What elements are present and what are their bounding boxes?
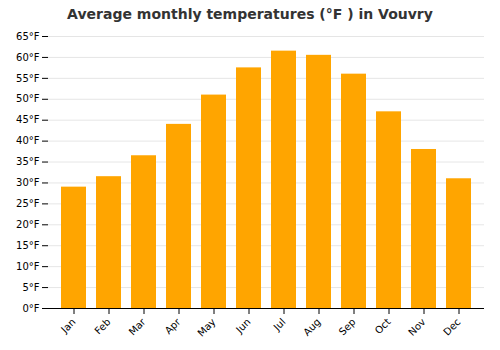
svg-text:Jul: Jul — [271, 316, 288, 333]
svg-text:40°F: 40°F — [16, 135, 40, 146]
svg-text:Sep: Sep — [337, 316, 358, 337]
svg-text:30°F: 30°F — [16, 177, 40, 188]
svg-text:May: May — [195, 316, 217, 338]
svg-text:20°F: 20°F — [16, 219, 40, 230]
svg-text:Oct: Oct — [373, 316, 393, 336]
svg-text:10°F: 10°F — [16, 261, 40, 272]
svg-text:60°F: 60°F — [16, 52, 40, 63]
svg-text:Feb: Feb — [92, 316, 112, 336]
svg-text:Nov: Nov — [406, 316, 428, 338]
svg-text:Mar: Mar — [127, 316, 149, 338]
svg-text:Jun: Jun — [233, 316, 253, 336]
svg-text:0°F: 0°F — [22, 303, 39, 314]
svg-text:45°F: 45°F — [16, 114, 40, 125]
svg-text:Apr: Apr — [163, 316, 184, 337]
svg-text:65°F: 65°F — [16, 31, 40, 42]
svg-text:55°F: 55°F — [16, 73, 40, 84]
svg-text:50°F: 50°F — [16, 93, 40, 104]
svg-text:25°F: 25°F — [16, 198, 40, 209]
svg-text:15°F: 15°F — [16, 240, 40, 251]
svg-text:35°F: 35°F — [16, 156, 40, 167]
svg-text:Dec: Dec — [441, 316, 462, 337]
html-text:Average monthly temperatures (: Average monthly temperatures (°F ) in Vo… — [67, 6, 433, 22]
svg-text:5°F: 5°F — [22, 282, 39, 293]
svg-text:Aug: Aug — [301, 316, 323, 338]
svg-text:Jan: Jan — [58, 316, 77, 335]
